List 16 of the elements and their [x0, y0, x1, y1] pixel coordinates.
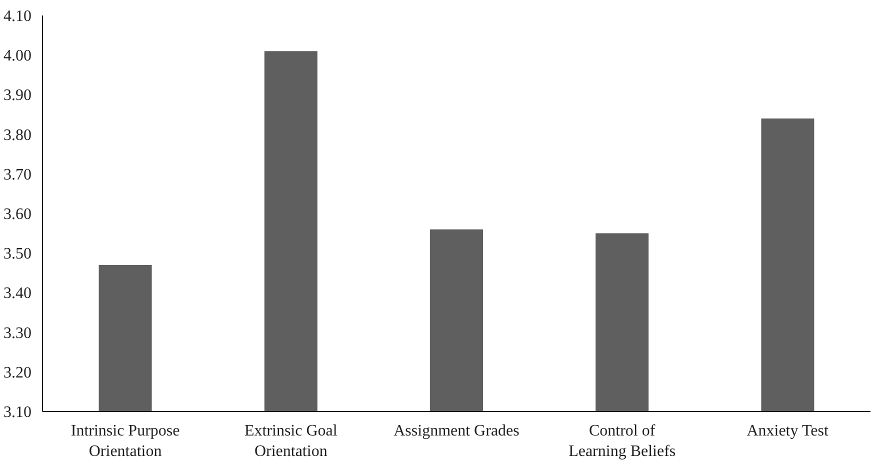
x-tick-label: Intrinsic Purpose Orientation: [70, 422, 180, 460]
x-tick-label: Assignment Grades: [394, 422, 520, 440]
x-tick-label: Extrinsic Goal Orientation: [244, 422, 338, 460]
y-tick-label: 3.80: [4, 126, 32, 144]
y-tick-label: 3.10: [4, 404, 32, 421]
y-tick-label: 3.40: [4, 285, 32, 302]
y-tick-label: 3.70: [4, 166, 32, 184]
y-tick-label: 4.10: [4, 8, 32, 25]
y-tick-label: 3.50: [4, 246, 32, 263]
y-tick-label: 3.20: [4, 364, 32, 382]
y-tick-label: 3.60: [4, 206, 32, 223]
y-tick-label: 3.90: [4, 87, 32, 104]
x-tick-label: Anxiety Test: [746, 422, 829, 440]
x-tick-label: Control of Learning Beliefs: [568, 422, 676, 460]
y-tick-label: 4.00: [4, 48, 32, 65]
y-tick-label: 3.30: [4, 324, 32, 342]
